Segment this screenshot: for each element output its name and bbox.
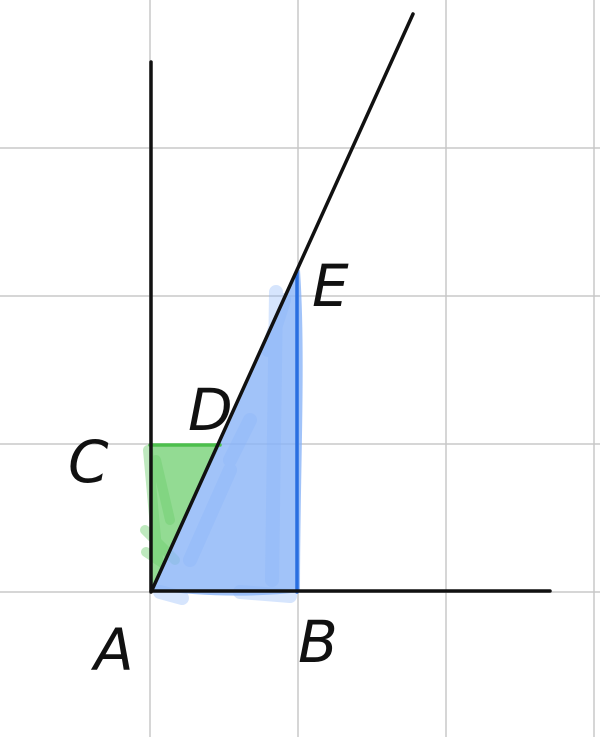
line-slanted: [150, 12, 415, 592]
triangle-abe-fill: [152, 268, 303, 596]
label-point-b: B: [298, 608, 338, 676]
label-point-e: E: [312, 252, 349, 320]
label-point-c: C: [68, 428, 109, 496]
triangle-abe-scribble: [153, 285, 297, 605]
label-point-d: D: [188, 376, 233, 444]
label-point-a: A: [90, 616, 134, 684]
